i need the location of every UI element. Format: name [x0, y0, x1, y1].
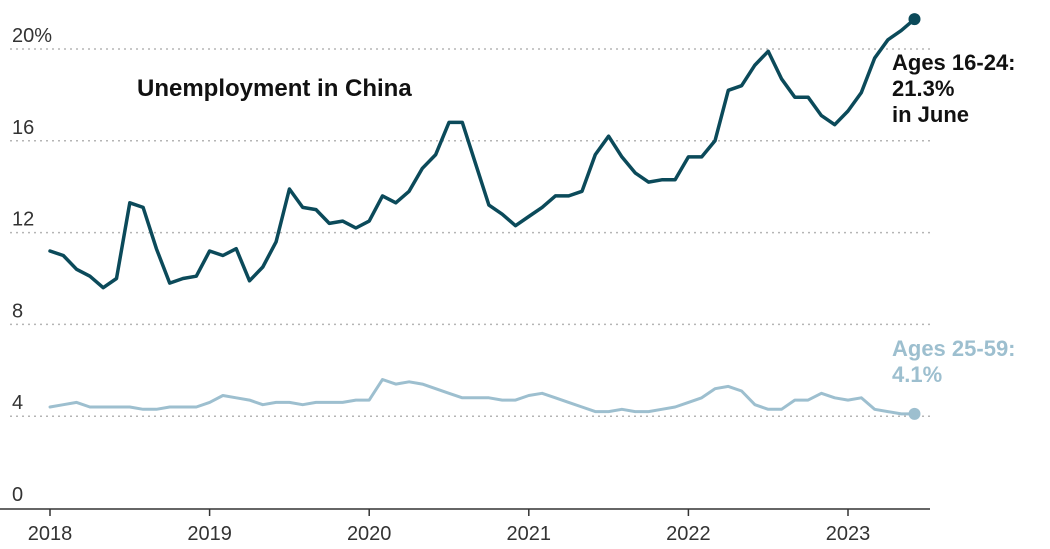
x-tick-label: 2022	[666, 523, 711, 545]
end-annotations: Ages 16-24:21.3%in June Ages 25-59:4.1%	[892, 50, 1016, 387]
x-tick-label: 2023	[826, 523, 871, 545]
series-endpoint-adult	[908, 407, 921, 420]
series-line-adult	[48, 378, 916, 416]
y-tick-label: 0	[12, 484, 23, 506]
annotation-youth-line: in June	[892, 102, 969, 127]
y-tick-label: 12	[12, 209, 34, 231]
x-tick-label: 2020	[347, 523, 392, 545]
chart-title: Unemployment in China	[137, 75, 412, 102]
y-tick-label: 8	[12, 300, 23, 322]
gridlines	[10, 48, 930, 417]
x-tick-label: 2018	[28, 523, 73, 545]
annotation-youth-line: 21.3%	[892, 76, 954, 101]
annotation-adult-line: 4.1%	[892, 362, 942, 387]
y-tick-label: 20%	[12, 25, 52, 47]
y-tick-label: 4	[12, 392, 23, 414]
y-tick-label: 16	[12, 117, 34, 139]
y-axis-ticks: 0 4 8 12 16 20%	[12, 25, 52, 506]
series-lines	[48, 13, 921, 420]
annotation-youth-line: Ages 16-24:	[892, 50, 1016, 75]
x-axis-ticks: 2018 2019 2020 2021 2022 2023	[28, 509, 871, 545]
series-line-youth	[48, 17, 917, 290]
x-tick-label: 2019	[187, 523, 232, 545]
annotation-adult-line: Ages 25-59:	[892, 336, 1016, 361]
series-endpoint-youth	[908, 13, 921, 26]
x-tick-label: 2021	[507, 523, 552, 545]
